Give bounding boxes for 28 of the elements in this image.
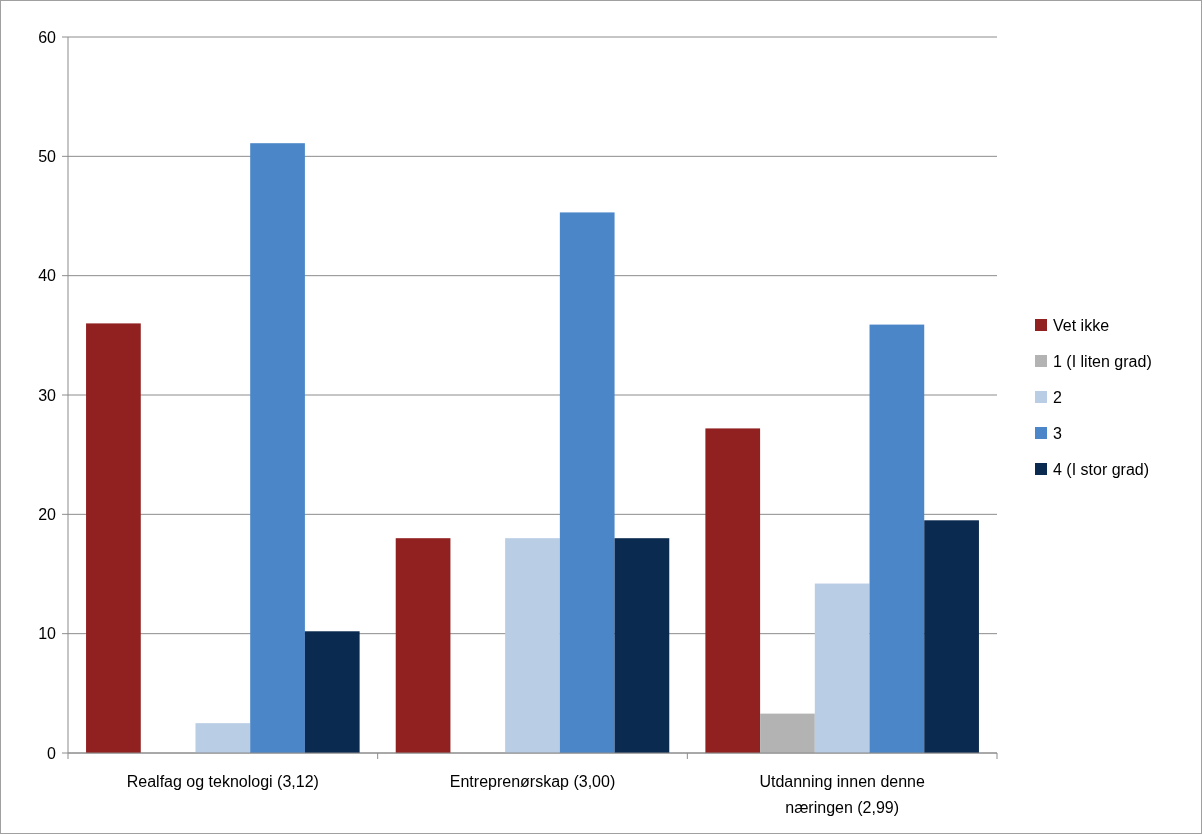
bar [304, 631, 360, 753]
y-tick-label: 30 [38, 386, 57, 404]
legend-label: 3 [1053, 424, 1062, 442]
y-tick-label: 10 [38, 625, 57, 643]
x-tick-label: Entreprenørskap (3,00) [449, 773, 616, 790]
legend-label: 2 [1053, 388, 1062, 406]
bar [614, 538, 670, 753]
bar [195, 723, 251, 753]
bar [814, 583, 870, 753]
bar [924, 520, 979, 753]
bar [760, 713, 815, 753]
bar [250, 143, 305, 753]
bar [869, 324, 925, 753]
bar [395, 538, 451, 753]
bar [505, 538, 560, 753]
bar [559, 212, 615, 753]
y-tick-label: 40 [38, 267, 57, 285]
bar [86, 323, 141, 753]
y-tick-label: 60 [38, 28, 57, 46]
legend-label: 4 (I stor grad) [1053, 460, 1150, 478]
bar [705, 428, 761, 753]
legend-label: 1 (I liten grad) [1053, 352, 1152, 370]
x-tick-label: Realfag og teknologi (3,12) [126, 773, 319, 790]
legend-label: Vet ikke [1053, 316, 1110, 334]
y-tick-label: 20 [38, 505, 57, 523]
x-tick-label: Utdanning innen denne næringen (2,99) [759, 773, 925, 816]
y-tick-label: 50 [38, 147, 57, 165]
y-tick-label: 0 [47, 744, 57, 762]
